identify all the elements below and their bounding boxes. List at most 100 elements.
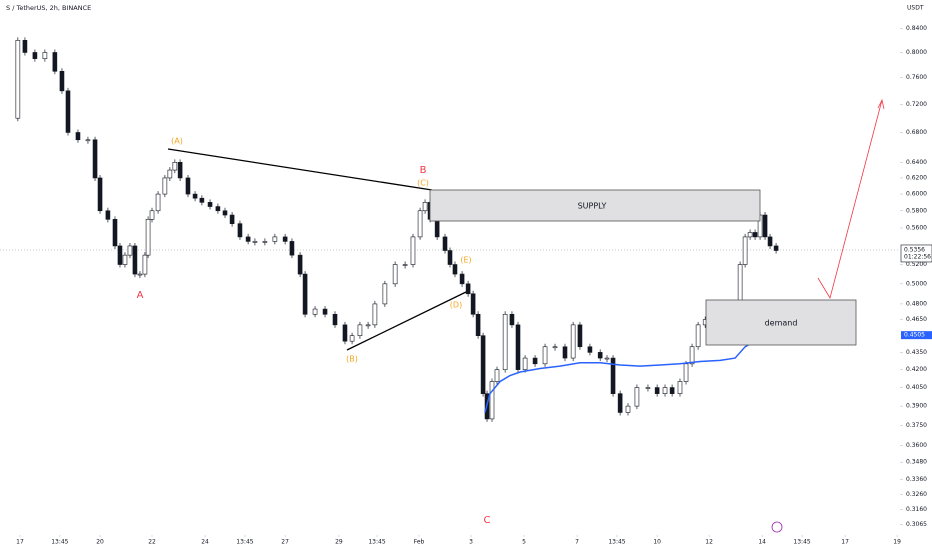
candle-body [625, 405, 631, 413]
x-tick-label: 13:45 [608, 539, 625, 546]
candle-body [689, 346, 695, 365]
y-tick-label: 0.3360 [906, 476, 927, 483]
candle-body [532, 357, 538, 365]
candle-body [480, 335, 486, 394]
candle-body [192, 193, 198, 199]
x-tick-label: 20 [96, 539, 104, 546]
candle-body [207, 202, 213, 207]
projection-arrow [817, 99, 883, 300]
candle-body [127, 245, 133, 256]
candle-body [470, 293, 476, 315]
wave-label: (C) [417, 179, 429, 188]
candle-body [122, 254, 128, 265]
x-tick-label: 13:45 [368, 539, 385, 546]
candle-body [509, 313, 515, 326]
candle-body [97, 177, 103, 212]
candle-body [442, 236, 448, 251]
arrow-head [877, 98, 885, 110]
x-tick-label: 7 [575, 539, 579, 546]
candle-body [85, 139, 91, 142]
candle-body [229, 214, 235, 224]
countdown: 01:22:56 [904, 253, 931, 260]
candle-body [75, 132, 81, 141]
x-tick-label: 13:45 [793, 539, 810, 546]
candle-body [262, 241, 268, 243]
candle-body [475, 313, 481, 336]
wave-label: A [137, 290, 144, 301]
x-tick-label: 13:45 [51, 539, 68, 546]
candle-body [297, 254, 303, 275]
candle-body [322, 308, 328, 315]
candle-body [342, 324, 348, 342]
x-tick-label: 14 [758, 539, 766, 546]
x-tick-label: 17 [841, 539, 849, 546]
candle-body [132, 245, 138, 275]
candle-body [105, 210, 111, 220]
candle-body [494, 369, 500, 382]
candle-body [392, 264, 398, 285]
wave-label: (A) [171, 137, 183, 146]
vwap-label: 0.4505 [904, 332, 925, 339]
candle-body [59, 70, 65, 92]
candle-body [762, 214, 768, 238]
candle-body [312, 308, 318, 315]
wave-label: C [484, 515, 491, 526]
y-tick-label: 0.3900 [906, 403, 927, 410]
candle-body [410, 236, 416, 265]
candle-body [117, 245, 123, 265]
candle-body [15, 40, 21, 119]
demand-zone [705, 299, 857, 346]
candle-body [552, 346, 558, 349]
candle-body [65, 90, 71, 133]
x-tick-label: 3 [469, 539, 473, 546]
candle-body [52, 52, 58, 72]
candle-body [237, 223, 243, 238]
candle-body [587, 346, 593, 353]
x-tick-label: Feb [414, 539, 425, 546]
candle-body [570, 324, 576, 359]
x-tick-label: 5 [522, 539, 526, 546]
trend-line [346, 291, 467, 351]
y-tick-label: 0.3260 [906, 491, 927, 498]
y-tick-label: 0.3065 [906, 521, 927, 528]
candle-body [177, 162, 183, 179]
candle-body [92, 139, 98, 179]
y-tick-label: 0.6000 [906, 191, 927, 198]
candle-body [610, 357, 616, 394]
x-tick-label: 17 [16, 539, 24, 546]
y-tick-label: 0.6800 [906, 129, 927, 136]
candle-body [382, 283, 388, 305]
y-axis-label: USDT [907, 5, 924, 12]
y-tick-label: 0.3480 [906, 459, 927, 466]
candle-body [542, 346, 548, 365]
x-tick-label: 27 [281, 539, 289, 546]
wave-label: (D) [450, 301, 462, 310]
candle-body [752, 232, 758, 238]
zone-label: SUPPLY [578, 202, 607, 211]
y-tick-label: 0.6200 [906, 174, 927, 181]
candle-body [669, 387, 675, 394]
candle-body [452, 264, 458, 275]
candle-body [289, 241, 295, 256]
y-tick-label: 0.7200 [906, 101, 927, 108]
candle-body [282, 236, 288, 242]
y-tick-label: 0.3750 [906, 422, 927, 429]
event-icon [771, 521, 783, 533]
candle-body [245, 236, 251, 242]
candle-body [137, 273, 143, 276]
candle-body [155, 193, 161, 212]
candle-body [112, 219, 118, 247]
candle-body [502, 313, 508, 370]
y-tick-label: 0.3600 [906, 442, 927, 449]
supply-zone [429, 189, 761, 222]
candle-body [199, 197, 205, 203]
candle-body [577, 324, 583, 348]
candle-body [634, 387, 640, 407]
indicator-line [484, 332, 776, 413]
candle-body [459, 273, 465, 285]
candle-body [252, 241, 258, 243]
y-tick-label: 0.5800 [906, 207, 927, 214]
wave-label: B [420, 165, 427, 176]
candle-body [167, 169, 173, 179]
